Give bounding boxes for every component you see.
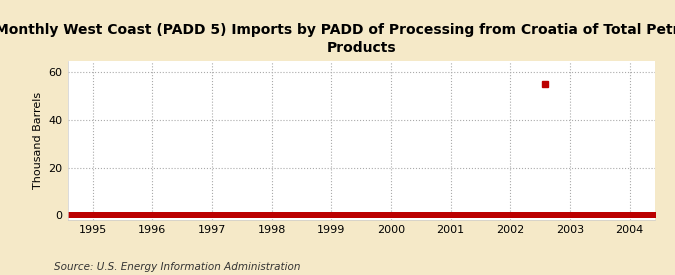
Title: Monthly West Coast (PADD 5) Imports by PADD of Processing from Croatia of Total : Monthly West Coast (PADD 5) Imports by P…	[0, 23, 675, 55]
Text: Source: U.S. Energy Information Administration: Source: U.S. Energy Information Administ…	[54, 262, 300, 272]
Y-axis label: Thousand Barrels: Thousand Barrels	[33, 92, 43, 189]
